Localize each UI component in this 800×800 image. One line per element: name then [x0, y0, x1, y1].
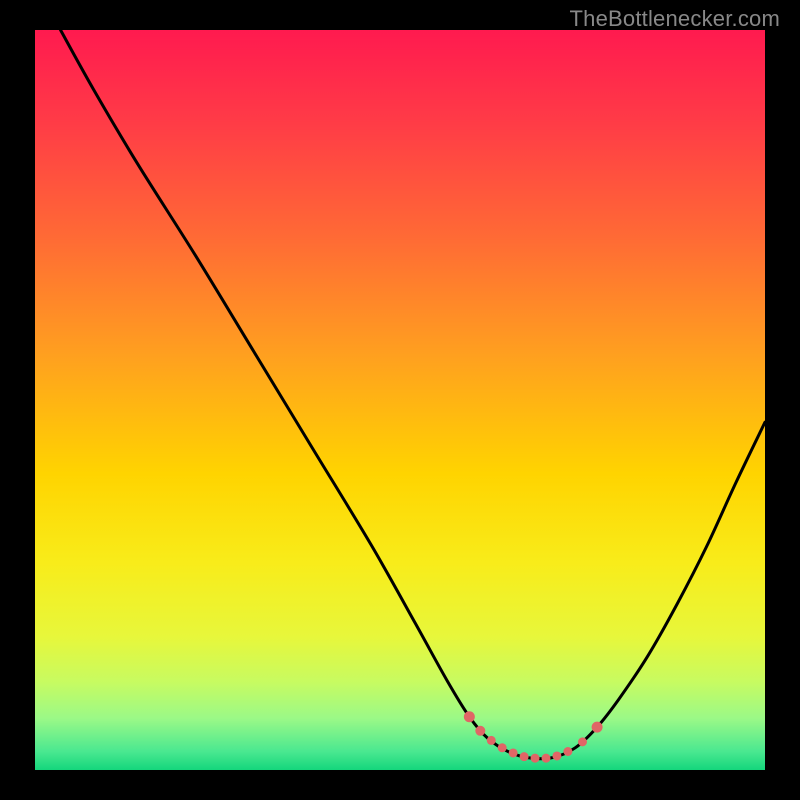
plot-svg — [35, 30, 765, 770]
gradient-background — [35, 30, 765, 770]
highlight-dot — [487, 736, 496, 745]
highlight-dot — [520, 752, 529, 761]
highlight-dot — [563, 747, 572, 756]
watermark-label: TheBottlenecker.com — [570, 6, 780, 32]
highlight-dot — [552, 751, 561, 760]
highlight-dot — [498, 743, 507, 752]
highlight-dot — [542, 754, 551, 763]
bottleneck-plot — [35, 30, 765, 770]
highlight-dot — [464, 711, 475, 722]
highlight-dot — [531, 754, 540, 763]
highlight-dot — [475, 726, 485, 736]
highlight-dot — [509, 748, 518, 757]
highlight-dot — [578, 737, 587, 746]
highlight-dot — [592, 722, 603, 733]
